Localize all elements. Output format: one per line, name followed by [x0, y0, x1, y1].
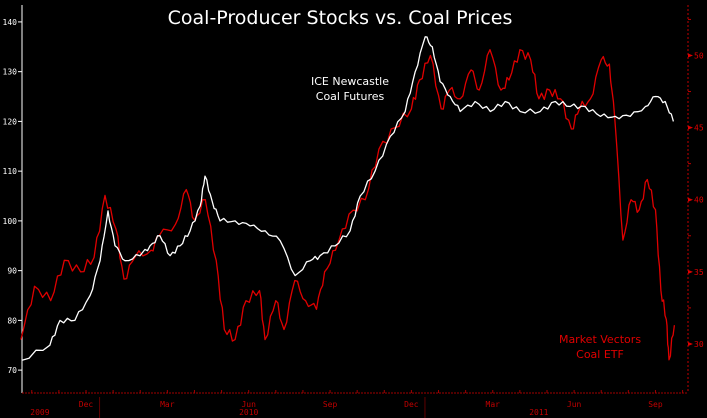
- right-tick-label: 40: [694, 196, 704, 205]
- x-year-label: 2011: [529, 408, 548, 417]
- chart-title: Coal-Producer Stocks vs. Coal Prices: [168, 7, 513, 29]
- left-tick-label: 90: [7, 267, 17, 276]
- left-tick-label: 130: [3, 68, 18, 77]
- x-year-label: 2009: [30, 408, 49, 417]
- x-tick-label: Mar: [486, 400, 501, 409]
- x-tick-label: Mar: [160, 400, 175, 409]
- series-label-ice-line1: ICE Newcastle: [311, 75, 389, 88]
- left-tick-label: 70: [7, 366, 17, 375]
- right-tick-mark: [688, 197, 693, 202]
- x-tick-label: Jun: [567, 400, 582, 409]
- right-tick-label: 30: [694, 340, 704, 349]
- x-tick-label: Sep: [323, 400, 338, 409]
- right-tick-label: 50: [694, 51, 704, 60]
- series-label-etf-line2: Coal ETF: [576, 348, 624, 361]
- left-tick-label: 80: [7, 316, 17, 325]
- right-tick-mark: [688, 125, 693, 130]
- x-tick-label: Jun: [241, 400, 256, 409]
- right-tick-mark: [688, 341, 693, 346]
- series-line-ice-newcastle: [21, 36, 675, 361]
- x-year-label: 2010: [239, 408, 258, 417]
- x-tick-label: Dec: [79, 400, 94, 409]
- series-label-etf-line1: Market Vectors: [559, 333, 641, 346]
- right-tick-label: 45: [694, 124, 704, 133]
- x-tick-label: Sep: [648, 400, 663, 409]
- left-tick-label: 120: [3, 117, 18, 126]
- right-tick-label: 35: [694, 268, 704, 277]
- x-tick-label: Dec: [404, 400, 419, 409]
- left-tick-label: 140: [3, 18, 18, 27]
- left-tick-label: 100: [3, 217, 18, 226]
- right-tick-mark: [688, 53, 693, 58]
- right-tick-mark: [688, 269, 693, 274]
- series-label-ice-line2: Coal Futures: [316, 90, 385, 103]
- left-tick-label: 110: [3, 167, 18, 176]
